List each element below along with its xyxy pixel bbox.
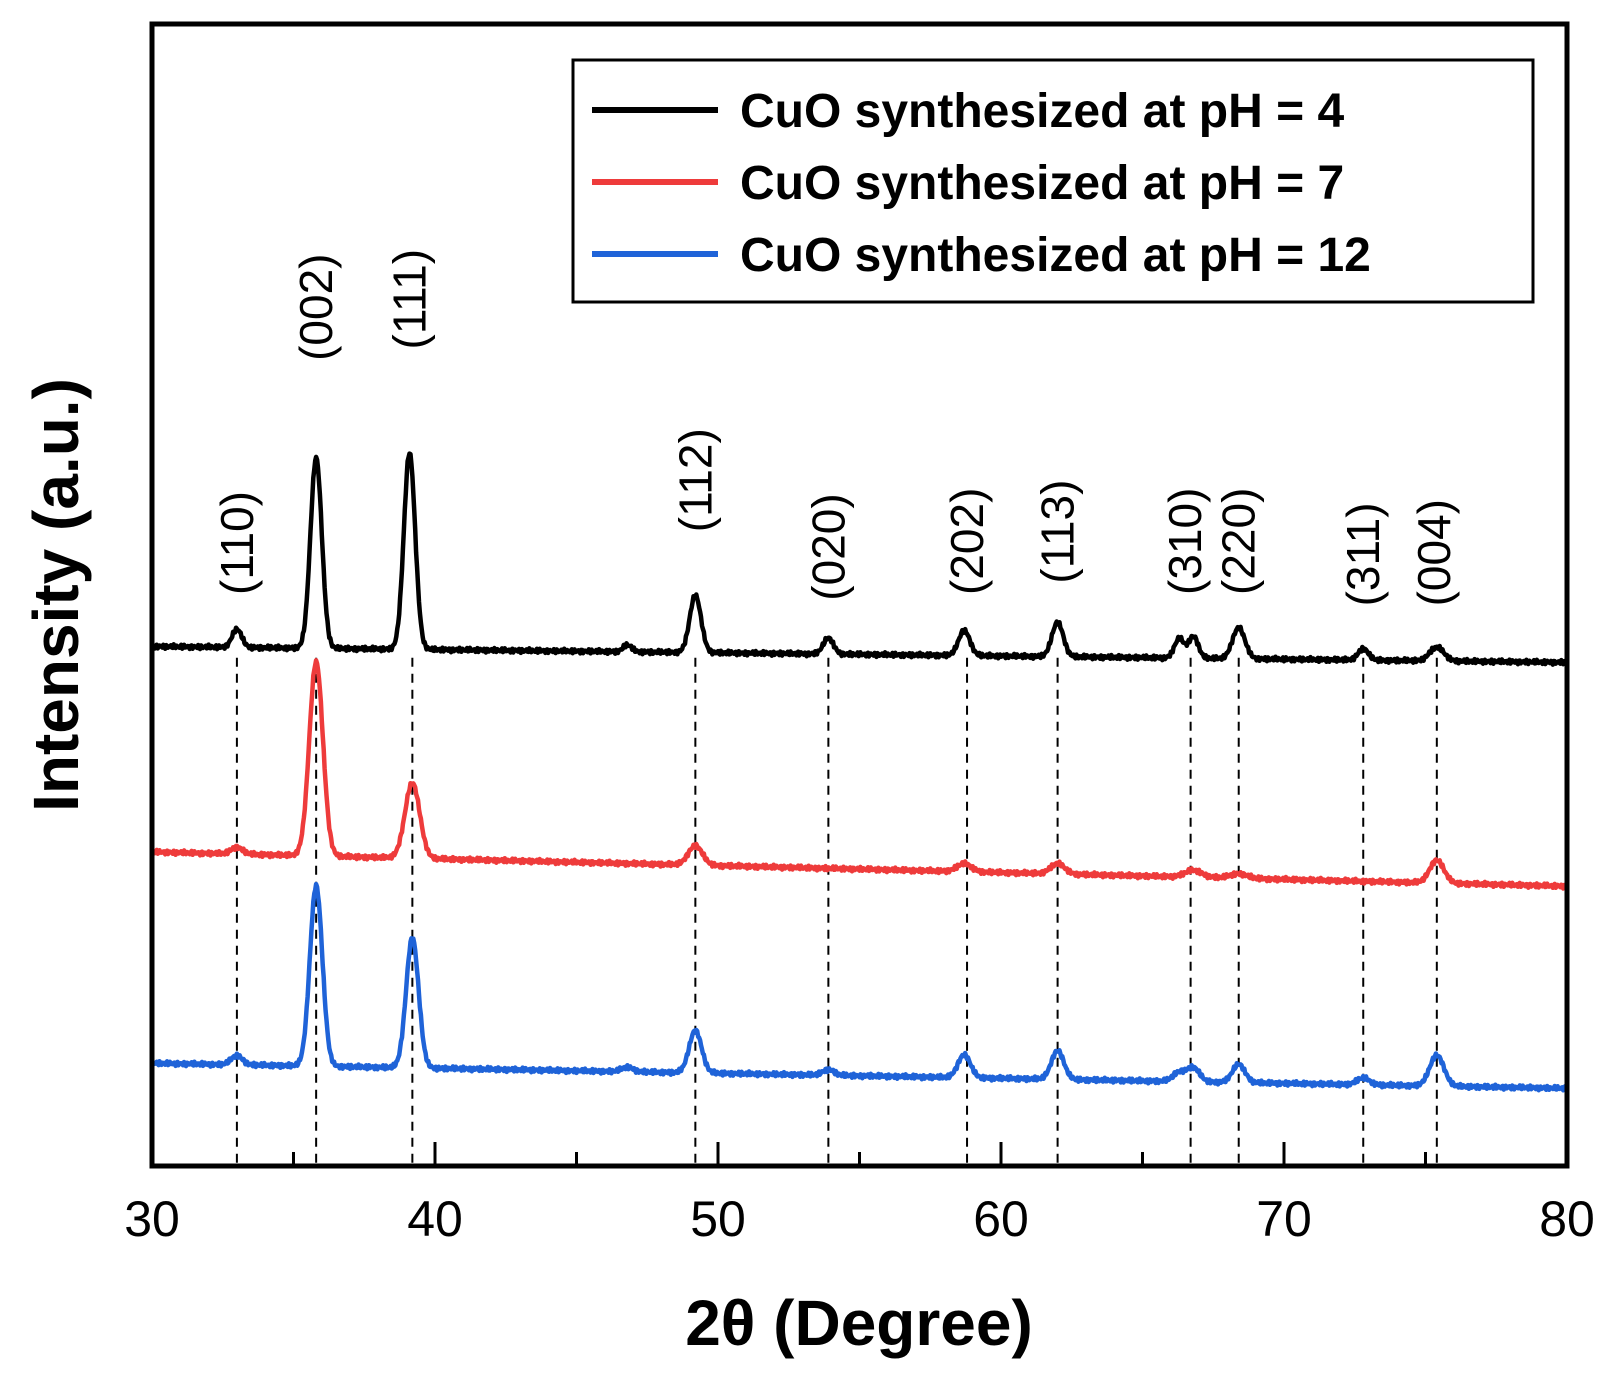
peak-label-112: (112) xyxy=(669,428,721,532)
series-line-cuo-synthesized-at-ph-12 xyxy=(150,881,1569,1093)
legend: CuO synthesized at pH = 4 CuO synthesized… xyxy=(571,58,1535,304)
peak-label-311: (311) xyxy=(1337,502,1389,606)
legend-label-cuo-synthesized-at-ph-7: CuO synthesized at pH = 7 xyxy=(740,157,1344,210)
x-tick-label-80: 80 xyxy=(1539,1191,1595,1247)
reference-lines xyxy=(235,657,1438,1166)
series-line-cuo-synthesized-at-ph-7 xyxy=(150,658,1569,891)
peak-label-202: (202) xyxy=(941,488,993,595)
x-tick-label-30: 30 xyxy=(124,1191,180,1247)
peak-label-002: (002) xyxy=(290,253,342,360)
peak-label-113: (113) xyxy=(1032,480,1084,584)
legend-label-cuo-synthesized-at-ph-4: CuO synthesized at pH = 4 xyxy=(740,85,1344,138)
x-tick-label-40: 40 xyxy=(407,1191,463,1247)
peak-label-310: (310) xyxy=(1159,488,1211,595)
peak-label-220: (220) xyxy=(1213,488,1265,595)
legend-box xyxy=(571,58,1535,304)
peak-label-020: (020) xyxy=(802,493,854,600)
x-tick-label-60: 60 xyxy=(973,1191,1029,1247)
y-axis-title: Intensity (a.u.) xyxy=(20,378,92,812)
legend-label-cuo-synthesized-at-ph-12: CuO synthesized at pH = 12 xyxy=(740,229,1371,282)
peak-annotations: (110) (002) (111) (112) (020) (202) (113) (310)… xyxy=(211,249,1460,607)
peak-label-111: (111) xyxy=(384,249,436,350)
series-line-cuo-synthesized-at-ph-4 xyxy=(150,451,1569,667)
x-axis-ticks: 30 40 50 60 70 80 xyxy=(124,1142,1595,1247)
peak-label-110: (110) xyxy=(211,491,263,595)
x-tick-label-70: 70 xyxy=(1256,1191,1312,1247)
x-tick-label-50: 50 xyxy=(690,1191,746,1247)
peak-label-004: (004) xyxy=(1408,499,1460,606)
series-group xyxy=(150,451,1569,1093)
x-axis-title: 2θ (Degree) xyxy=(685,1287,1033,1359)
